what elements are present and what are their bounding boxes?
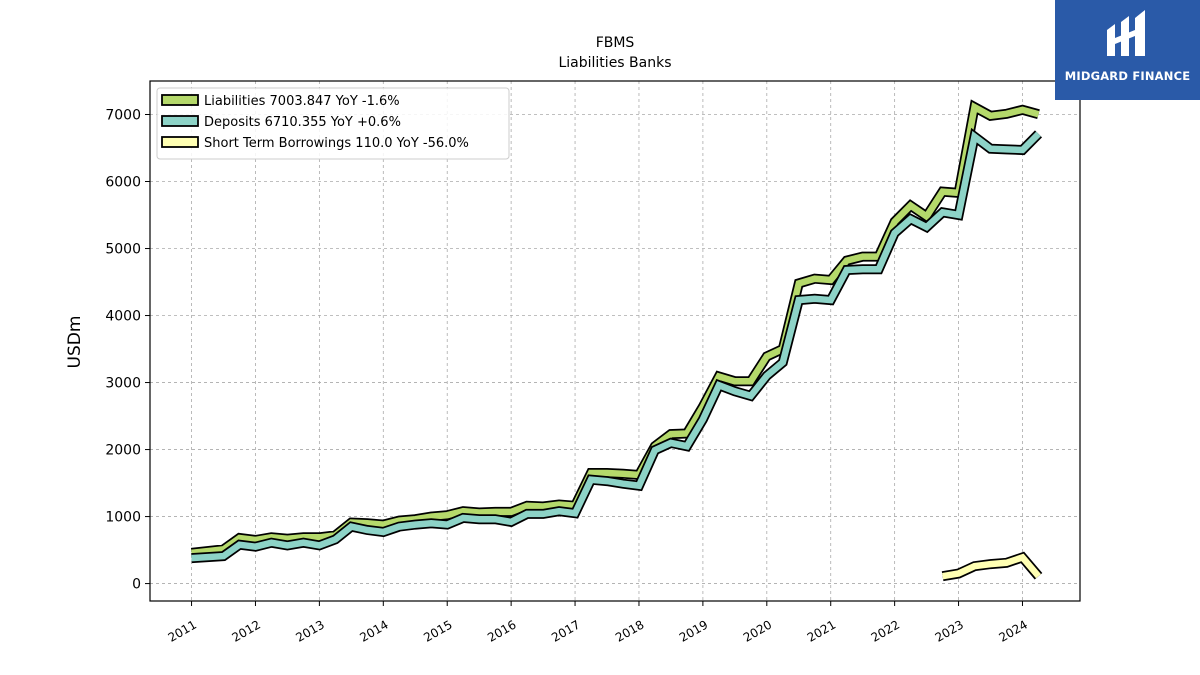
plot-frame bbox=[149, 80, 1081, 602]
x-tick-label: 2015 bbox=[421, 617, 454, 644]
x-tick-label: 2017 bbox=[549, 617, 582, 644]
y-axis-label: USDm bbox=[65, 316, 85, 369]
series-lines bbox=[190, 99, 1043, 582]
legend-label-1: Deposits 6710.355 YoY +0.6% bbox=[204, 115, 401, 130]
grid bbox=[150, 81, 1080, 601]
x-tick-label: 2023 bbox=[933, 617, 966, 644]
y-tick-label: 3000 bbox=[105, 376, 141, 392]
x-tick-label: 2020 bbox=[741, 617, 774, 644]
y-tick-label: 4000 bbox=[105, 309, 141, 325]
series-1-line bbox=[191, 130, 1041, 562]
chart-subtitle: Liabilities Banks bbox=[558, 55, 671, 71]
legend-swatch-2 bbox=[161, 136, 199, 148]
brand-name: MIDGARD FINANCE bbox=[1064, 69, 1191, 83]
y-tick-label: 1000 bbox=[105, 510, 141, 526]
legend-box bbox=[156, 87, 510, 160]
legend-swatch-0 bbox=[161, 94, 199, 106]
series-1-outline bbox=[191, 127, 1043, 564]
y-tick-label: 2000 bbox=[105, 443, 141, 459]
y-tick-label: 6000 bbox=[105, 175, 141, 191]
x-tick-label: 2019 bbox=[677, 617, 710, 644]
x-tick-label: 2024 bbox=[997, 617, 1030, 644]
y-tick-label: 7000 bbox=[105, 108, 141, 124]
y-tick-label: 0 bbox=[132, 577, 141, 593]
x-tick-label: 2013 bbox=[293, 617, 326, 644]
brand-logo: MIDGARD FINANCE bbox=[1055, 0, 1200, 100]
x-tick-label: 2014 bbox=[357, 617, 390, 644]
y-tick-label: 5000 bbox=[105, 242, 141, 258]
x-tick-label: 2022 bbox=[869, 617, 902, 644]
axis-ticks: 2011 2012 2013 2014 2015 2016 2017 2018 2019 2020… bbox=[105, 108, 1030, 645]
legend: Liabilities 7003.847 YoY -1.6% Deposits 6… bbox=[156, 87, 510, 160]
x-tick-label: 2011 bbox=[166, 617, 199, 644]
series-2-line bbox=[942, 553, 1041, 580]
legend-swatch-1 bbox=[161, 115, 199, 127]
x-tick-label: 2018 bbox=[613, 617, 646, 644]
legend-label-2: Short Term Borrowings 110.0 YoY -56.0% bbox=[204, 136, 469, 151]
x-tick-label: 2012 bbox=[230, 617, 263, 644]
legend-label-0: Liabilities 7003.847 YoY -1.6% bbox=[204, 94, 400, 109]
brand-mark-icon bbox=[1107, 10, 1145, 56]
x-tick-label: 2021 bbox=[805, 617, 838, 644]
chart-title: FBMS bbox=[596, 35, 635, 51]
x-tick-label: 2016 bbox=[485, 617, 518, 644]
